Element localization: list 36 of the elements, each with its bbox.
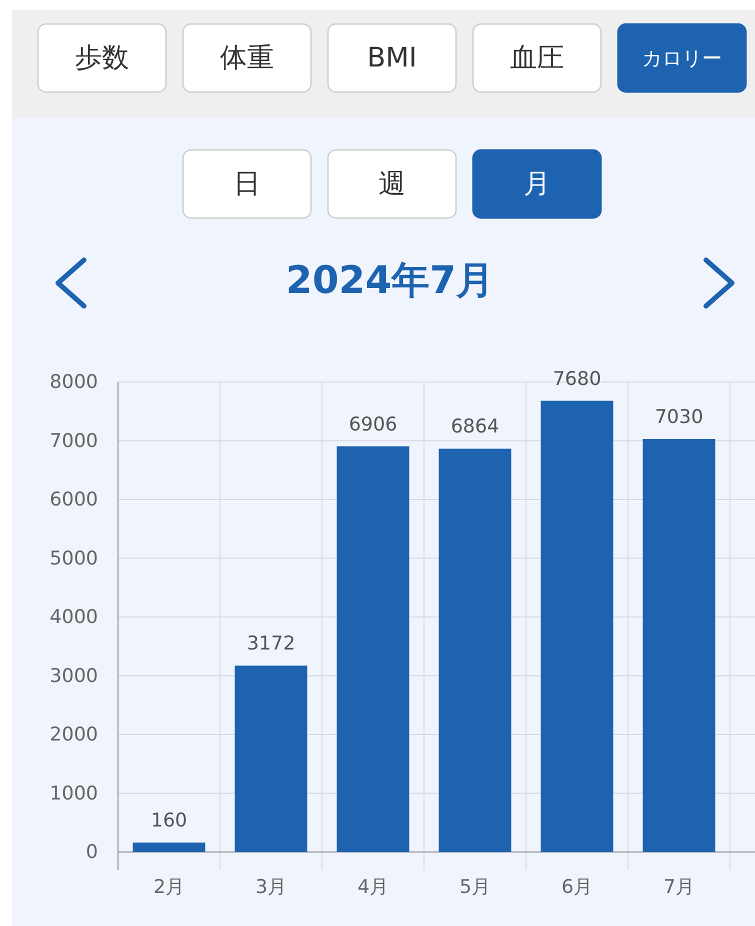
- text: 歩数: [75, 42, 129, 74]
- bar: [336, 446, 410, 852]
- text: BMI: [367, 42, 417, 74]
- text: 血圧: [510, 42, 564, 74]
- data-label: 7030: [654, 406, 704, 428]
- y-tick-label: 6000: [50, 488, 98, 510]
- y-tick-label: 5000: [50, 547, 98, 570]
- y-tick-label: 7000: [50, 430, 98, 452]
- y-tick-label: 8000: [50, 371, 98, 393]
- bar: [438, 448, 512, 852]
- x-tick-label: 6月: [561, 876, 593, 898]
- y-tick-label: 1000: [50, 782, 98, 804]
- chart-title: 2024年7月: [286, 258, 494, 302]
- y-tick-label: 0: [86, 841, 98, 863]
- y-tick-label: 2000: [50, 724, 98, 746]
- data-label: 6906: [348, 413, 398, 436]
- bar: [132, 842, 206, 852]
- data-label: 160: [150, 810, 188, 832]
- bar: [642, 438, 716, 852]
- bar: [234, 666, 308, 852]
- x-tick-label: 5月: [459, 876, 491, 898]
- data-label: 7680: [552, 368, 602, 390]
- bar: [540, 400, 614, 852]
- text: 週: [378, 168, 406, 200]
- text: 月: [524, 168, 550, 200]
- x-tick-label: 2月: [153, 876, 185, 898]
- text: カロリー: [642, 46, 722, 70]
- text: 日: [234, 168, 260, 200]
- x-tick-label: 4月: [357, 876, 389, 898]
- y-tick-label: 3000: [50, 664, 98, 687]
- x-tick-label: 7月: [663, 876, 695, 898]
- x-tick-label: 3月: [255, 876, 287, 898]
- y-tick-label: 4000: [50, 606, 98, 628]
- data-label: 3172: [246, 632, 296, 655]
- text: 体重: [220, 42, 274, 74]
- data-label: 6864: [450, 416, 500, 438]
